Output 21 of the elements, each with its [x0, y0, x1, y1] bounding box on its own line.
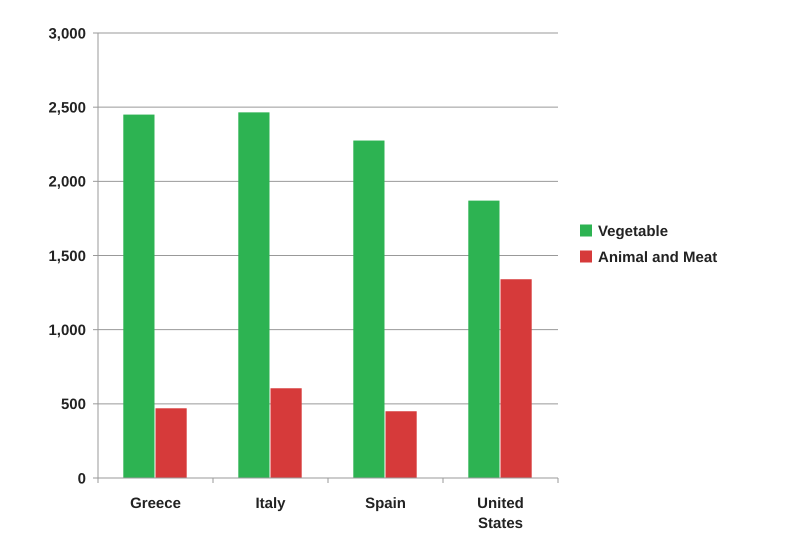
bar	[238, 112, 270, 478]
bar	[123, 114, 154, 478]
bar	[156, 408, 187, 478]
x-tick-label: Italy	[255, 495, 286, 512]
legend-label: Vegetable	[598, 222, 668, 240]
bar	[500, 279, 532, 478]
y-tick-label: 500	[60, 396, 86, 414]
y-tick-label: 2,000	[48, 174, 86, 191]
bar	[270, 388, 302, 478]
y-tick-label: 0	[78, 470, 86, 488]
bar	[353, 140, 384, 478]
y-tick-label: 2,500	[48, 99, 86, 116]
bar	[468, 200, 500, 478]
y-tick-label: 3,000	[48, 25, 86, 42]
legend-label: Animal and Meat	[598, 248, 718, 266]
x-tick-label: Greece	[130, 495, 181, 512]
x-tick-label: Spain	[365, 495, 406, 512]
y-tick-label: 1,500	[48, 248, 86, 265]
y-tick-label: 1,000	[48, 322, 86, 339]
x-tick-label: United States	[477, 495, 524, 532]
bar	[386, 411, 417, 478]
